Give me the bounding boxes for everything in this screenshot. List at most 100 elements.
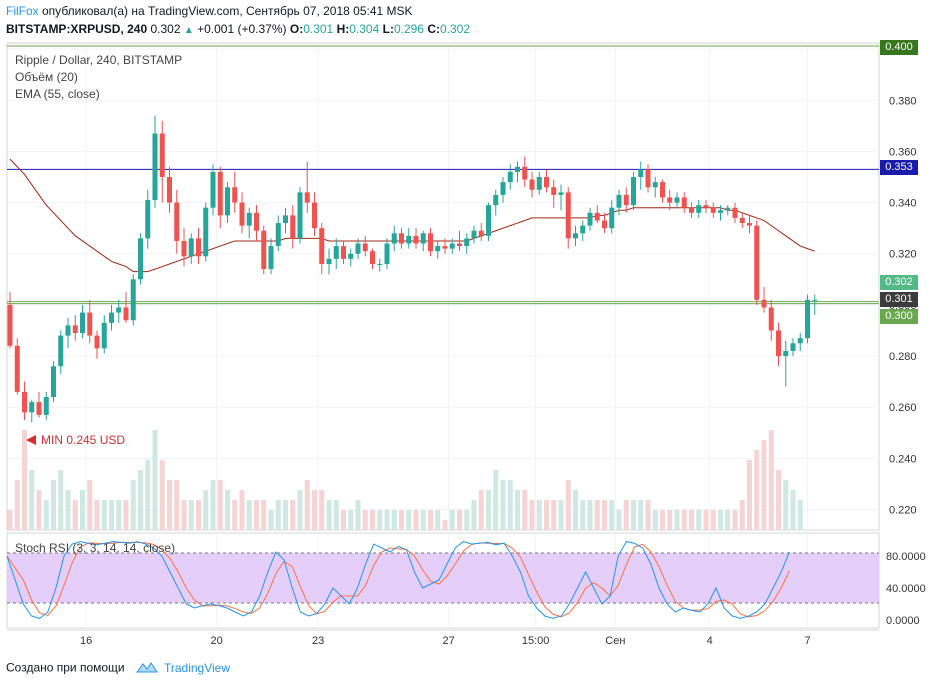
candle bbox=[594, 205, 600, 224]
candle-body bbox=[362, 243, 368, 252]
candle bbox=[355, 238, 361, 259]
time-tick: 23 bbox=[312, 635, 324, 647]
candle-body bbox=[696, 205, 702, 213]
volume-bar bbox=[435, 510, 441, 530]
legend-volume[interactable]: Объём (20) bbox=[15, 70, 78, 84]
candle-body bbox=[747, 223, 752, 226]
candle bbox=[14, 338, 20, 395]
legend-main[interactable]: Ripple / Dollar, 240, BITSTAMP bbox=[15, 53, 183, 67]
candle-body bbox=[565, 192, 571, 239]
candle-body bbox=[406, 235, 412, 244]
tradingview-link[interactable]: TradingView bbox=[163, 660, 231, 675]
candle-body bbox=[507, 171, 513, 183]
candle bbox=[217, 166, 223, 229]
candle bbox=[384, 238, 390, 270]
volume-bar bbox=[667, 510, 673, 530]
volume-bar bbox=[138, 470, 143, 530]
candle bbox=[638, 161, 644, 190]
price-tick: 0.260 bbox=[889, 402, 917, 414]
stoch-k-line bbox=[6, 541, 790, 619]
price-tag-mid: 0.301 bbox=[880, 292, 918, 307]
candle-body bbox=[536, 177, 542, 190]
candle bbox=[406, 228, 412, 249]
candle bbox=[486, 202, 491, 241]
candle-body bbox=[667, 197, 673, 203]
candle-body bbox=[420, 233, 426, 244]
candle-body bbox=[384, 243, 390, 264]
candle bbox=[319, 223, 325, 275]
candle bbox=[507, 164, 513, 190]
stoch-tick: 0.0000 bbox=[886, 615, 920, 627]
candle-body bbox=[65, 325, 71, 336]
volume-bar bbox=[681, 510, 687, 530]
volume-bar bbox=[384, 510, 390, 530]
snapshot-header: FilFox опубликовал(а) на TradingView.com… bbox=[0, 0, 939, 40]
volume-bar bbox=[290, 500, 296, 530]
candle bbox=[790, 338, 796, 357]
candle bbox=[689, 202, 694, 218]
candle-body bbox=[196, 238, 201, 257]
stoch-d-line bbox=[6, 541, 790, 618]
volume-bar bbox=[225, 490, 230, 530]
candle-body bbox=[297, 192, 303, 239]
volume-bar bbox=[783, 480, 789, 530]
volume-bar bbox=[333, 500, 339, 530]
candle bbox=[225, 182, 230, 224]
candle bbox=[478, 223, 484, 241]
candle-body bbox=[558, 192, 564, 195]
candle-body bbox=[645, 169, 651, 188]
volume-bar bbox=[631, 500, 636, 530]
candle bbox=[43, 391, 49, 421]
volume-bar bbox=[36, 490, 42, 530]
volume-bar bbox=[80, 490, 85, 530]
legend-ema[interactable]: EMA (55, close) bbox=[15, 87, 100, 101]
candle bbox=[696, 200, 702, 218]
candle bbox=[246, 207, 252, 239]
stoch-legend[interactable]: Stoch RSI (3, 3, 14, 14, close) bbox=[15, 541, 176, 555]
high-label: H: bbox=[336, 22, 350, 36]
candle-body bbox=[703, 205, 709, 208]
volume-bar bbox=[638, 500, 644, 530]
candle bbox=[544, 169, 549, 193]
candle bbox=[420, 230, 426, 252]
candle-body bbox=[464, 238, 470, 247]
candle bbox=[377, 258, 383, 272]
candle-body bbox=[167, 177, 172, 203]
candle bbox=[80, 304, 85, 339]
main-pane[interactable] bbox=[6, 42, 880, 531]
min-label: MIN 0.245 USD bbox=[41, 433, 125, 447]
indicator-legend: Ripple / Dollar, 240, BITSTAMP Объём (20… bbox=[15, 52, 182, 103]
volume-bar bbox=[355, 500, 361, 530]
candle-body bbox=[377, 263, 383, 265]
candle bbox=[333, 238, 339, 270]
volume-bar bbox=[130, 480, 136, 530]
candle-body bbox=[355, 243, 361, 254]
author-link[interactable]: FilFox bbox=[6, 4, 39, 18]
candle-body bbox=[718, 210, 723, 213]
candle bbox=[623, 187, 629, 213]
volume-bar bbox=[449, 510, 455, 530]
candle bbox=[428, 228, 433, 257]
candle-body bbox=[522, 166, 528, 180]
candle bbox=[116, 299, 122, 323]
candle bbox=[580, 220, 586, 241]
low-value: 0.296 bbox=[393, 22, 424, 36]
volume-bar bbox=[580, 500, 586, 530]
candle bbox=[312, 192, 317, 236]
candle-body bbox=[674, 197, 680, 203]
candle bbox=[464, 233, 470, 254]
candle-body bbox=[544, 177, 549, 188]
time-axis[interactable]: 16 20 23 27 15:00 Сен 4 7 bbox=[80, 635, 811, 647]
time-tick: 7 bbox=[804, 635, 810, 647]
candle bbox=[167, 166, 172, 213]
candle bbox=[674, 192, 680, 208]
candle bbox=[768, 299, 774, 341]
candle-body bbox=[36, 402, 42, 415]
candle bbox=[22, 381, 27, 421]
time-tick: 4 bbox=[707, 635, 713, 647]
candle-body bbox=[217, 171, 223, 216]
candle bbox=[609, 200, 615, 234]
candle bbox=[268, 238, 274, 275]
volume-bar bbox=[167, 480, 172, 530]
